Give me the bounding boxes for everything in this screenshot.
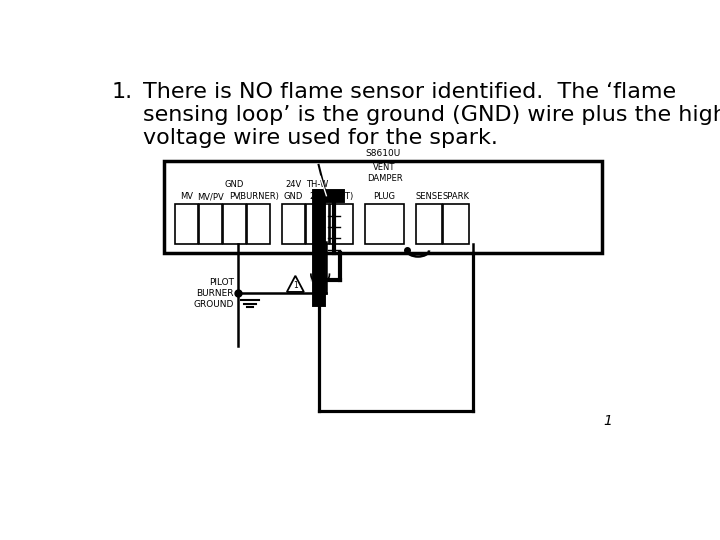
Text: TH-W: TH-W bbox=[306, 180, 328, 189]
Text: There is NO flame sensor identified.  The ‘flame: There is NO flame sensor identified. The… bbox=[143, 82, 676, 102]
Bar bbox=[163, 161, 601, 253]
Text: 1: 1 bbox=[293, 281, 298, 291]
Text: GND: GND bbox=[225, 180, 244, 189]
Text: 1.: 1. bbox=[112, 82, 132, 102]
Text: MV/PV: MV/PV bbox=[197, 192, 224, 201]
Text: 24V: 24V bbox=[310, 192, 325, 201]
Bar bbox=[365, 204, 404, 244]
Text: 24V: 24V bbox=[285, 180, 302, 189]
Text: GND: GND bbox=[284, 192, 303, 201]
Text: PLUG: PLUG bbox=[374, 192, 395, 201]
Bar bbox=[282, 204, 305, 244]
Text: 1: 1 bbox=[603, 414, 612, 428]
Text: sensing loop’ is the ground (GND) wire plus the high: sensing loop’ is the ground (GND) wire p… bbox=[143, 105, 720, 125]
Bar bbox=[199, 204, 222, 244]
Text: SENSE: SENSE bbox=[415, 192, 443, 201]
Text: (OPT): (OPT) bbox=[330, 192, 353, 201]
Bar bbox=[306, 204, 329, 244]
Bar bbox=[330, 204, 353, 244]
Text: voltage wire used for the spark.: voltage wire used for the spark. bbox=[143, 128, 498, 148]
Bar bbox=[223, 204, 246, 244]
Text: MV: MV bbox=[180, 192, 193, 201]
Text: (BURNER): (BURNER) bbox=[238, 192, 279, 201]
Text: SPARK: SPARK bbox=[443, 192, 469, 201]
Text: PILOT
BURNER
GROUND: PILOT BURNER GROUND bbox=[194, 278, 234, 309]
Bar bbox=[248, 204, 270, 244]
Bar bbox=[444, 204, 469, 244]
Text: PV: PV bbox=[229, 192, 240, 201]
Bar bbox=[416, 204, 442, 244]
Bar bbox=[175, 204, 198, 244]
Text: S8610U: S8610U bbox=[365, 149, 400, 158]
Text: VENT
DAMPER: VENT DAMPER bbox=[366, 163, 402, 183]
